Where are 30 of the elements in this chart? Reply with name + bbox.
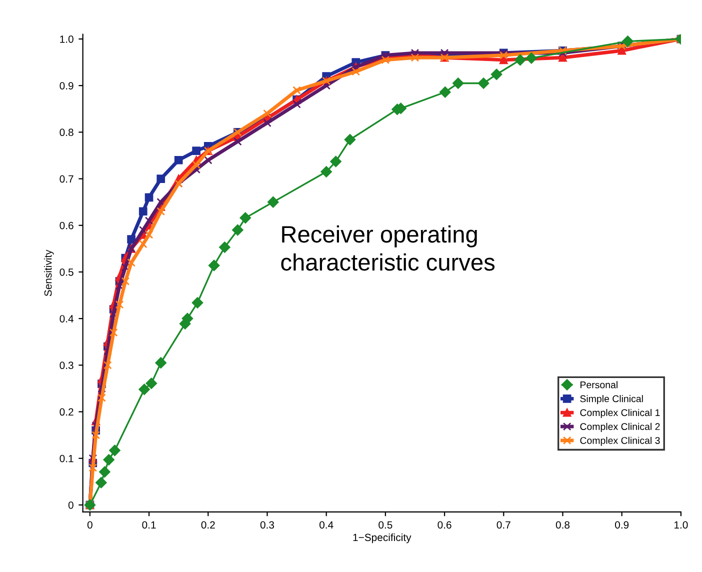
y-tick-label: 0.8 bbox=[60, 128, 74, 136]
y-tick-label: 0.2 bbox=[60, 408, 74, 416]
x-tick-label: 0.8 bbox=[556, 521, 570, 529]
y-tick-label: 0.5 bbox=[60, 268, 74, 276]
y-tick-label: 0.9 bbox=[60, 82, 74, 90]
x-tick-label: 0.7 bbox=[496, 521, 510, 529]
x-axis-title: 1−Specificity bbox=[353, 533, 412, 544]
legend-label: Simple Clinical bbox=[580, 395, 643, 404]
y-tick-label: 0.7 bbox=[60, 175, 74, 183]
y-tick-label: 1.0 bbox=[60, 35, 74, 43]
x-tick-label: 0.6 bbox=[438, 521, 452, 529]
x-tick-label: 1.0 bbox=[674, 521, 688, 529]
y-axis-title: Sensitivity bbox=[44, 250, 54, 296]
y-tick-label: 0 bbox=[68, 501, 74, 509]
x-tick-label: 0 bbox=[87, 521, 92, 529]
legend-label: Complex Clinical 3 bbox=[580, 436, 660, 446]
x-tick-label: 0.2 bbox=[201, 521, 215, 529]
x-tick-label: 0.1 bbox=[142, 521, 156, 529]
y-tick-label: 0.4 bbox=[60, 315, 74, 322]
annotation: Receiver operating characteristic curves bbox=[281, 225, 495, 271]
x-tick-label: 0.5 bbox=[378, 521, 392, 529]
x-tick-label: 0.9 bbox=[615, 521, 629, 529]
y-tick-label: 0.1 bbox=[60, 454, 74, 462]
y-tick-label: 0.3 bbox=[60, 362, 74, 370]
x-tick-label: 0.4 bbox=[320, 521, 334, 529]
legend-label: Complex Clinical 2 bbox=[580, 422, 660, 432]
y-tick-label: 0.6 bbox=[60, 222, 74, 230]
legend-label: Complex Clinical 1 bbox=[580, 408, 660, 418]
legend-label: Personal bbox=[580, 381, 618, 388]
x-tick-label: 0.3 bbox=[260, 521, 274, 529]
